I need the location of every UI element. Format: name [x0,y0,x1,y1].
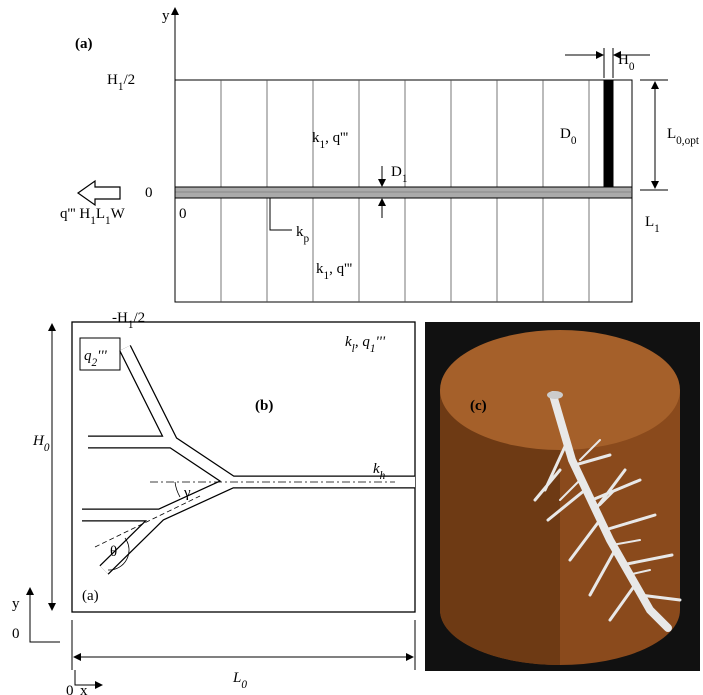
label-part: p [304,233,310,245]
label-part: /2 [123,72,135,88]
label: y [162,8,170,24]
label-part: , q''' [325,130,348,146]
label-part: /2 [133,310,145,326]
label: H0 [618,52,635,73]
label-part: 2 [92,357,98,369]
label-part: 1 [370,343,376,355]
label-part: 1 [128,319,134,331]
label-part: ''' [97,348,107,364]
label-part: 1 [324,270,330,282]
label-part: 0 [629,61,635,73]
label-part: 0 [44,442,50,454]
label-part: 1 [90,215,96,227]
label-part: H [32,433,45,449]
label-part: k [373,461,380,477]
label: kp [296,224,310,245]
label-part: 0 [241,679,247,691]
label-part: , q''' [329,261,352,277]
label: L0 [232,670,247,691]
label: 0 [145,185,153,201]
label: H1/2 [107,72,135,93]
label-part: k [296,224,304,240]
label-part: 1 [105,215,111,227]
label-part: W [111,206,126,222]
panel-c [425,322,700,671]
label-part: , q [355,334,371,350]
label: 0 [12,626,20,642]
label: L1 [645,214,660,235]
label: kl, q1''' [345,334,386,355]
label: k1, q''' [312,130,349,151]
label-part: q''' H [60,206,90,222]
label: γ [183,485,191,501]
label-part: k [345,334,352,350]
label-part: -H [112,310,128,326]
label-part: H [618,52,629,68]
label-part: k [312,130,320,146]
label-part: L [232,670,241,686]
label: y [12,596,20,612]
label: D0 [560,126,577,147]
label: (a) [82,588,99,604]
label-part: H [107,72,118,88]
label-part: 1 [320,139,326,151]
label: kh [373,461,386,482]
label: q2''' [84,348,108,369]
label: 0 [66,683,74,695]
label-part: L [96,206,105,222]
panel-b [26,321,416,689]
label: H0 [32,433,50,454]
label: k1, q''' [316,261,353,282]
label: 0 [179,206,187,222]
panel-label: (a) [75,36,93,52]
label: -H1/2 [112,310,145,331]
panel-label: (c) [470,398,487,414]
label-part: D [560,126,571,142]
label: x [80,683,88,695]
label-part: k [316,261,324,277]
label-part: D [391,164,402,180]
label: θ [110,544,117,560]
panel-a [76,7,668,303]
label-part: 0 [571,135,577,147]
label-part: h [380,470,386,482]
label-part: 1 [654,223,660,235]
label: q''' H1L1W [60,206,126,227]
label-part: L [645,214,654,230]
label-part: 1 [118,81,124,93]
label-part: q [84,348,92,364]
label-part: L [667,126,676,142]
label-part: 0,opt [676,135,700,147]
panel-label: (b) [255,398,273,414]
label: D1 [391,164,407,185]
label-part: l [352,343,355,355]
label: L0,opt [667,126,700,147]
label-part: 1 [402,173,408,185]
label-part: ''' [375,334,385,350]
